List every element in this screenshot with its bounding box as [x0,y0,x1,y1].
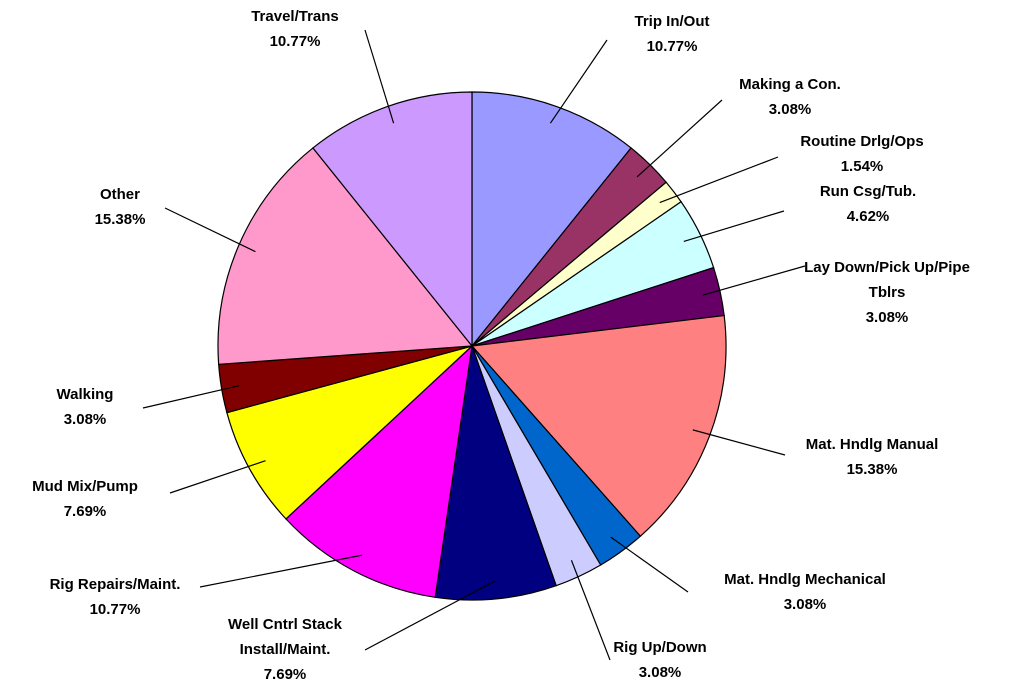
slice-value-label: 4.62% [847,208,890,225]
leader-line [702,265,806,296]
slice-value-label: 10.77% [270,33,321,50]
pie-slice [471,91,632,348]
slice-label: Lay Down/Pick Up/Pipe Tblrs [804,259,970,301]
slice-value-label: 3.08% [769,101,812,118]
slice-label: Run Csg/Tub. [820,183,916,200]
leader-line [364,580,495,651]
pie-slice [470,314,727,538]
slice-label: Other [100,186,140,203]
leader-line [164,207,256,253]
leader-line [683,210,785,242]
leader-line [570,560,611,661]
slice-label: Mud Mix/Pump [32,478,138,495]
slice-value-label: 3.08% [784,596,827,613]
leader-line [659,156,779,204]
slice-value-label: 7.69% [64,503,107,520]
pie-slice [312,91,473,348]
slice-label: Trip In/Out [635,13,710,30]
leader-line [199,554,363,588]
slice-label: Mat. Hndlg Manual [806,436,939,453]
pie-slice [217,147,474,365]
leader-line [549,39,608,124]
leader-line [692,429,786,456]
leader-line [610,536,689,593]
slice-label: Well Cntrl Stack Install/Maint. [228,616,343,658]
pie-slice [226,345,473,520]
slice-label: Walking [57,386,114,403]
slice-label: Making a Con. [739,76,841,93]
slice-label: Rig Repairs/Maint. [50,576,181,593]
slice-label: Rig Up/Down [613,639,706,656]
slice-label: Mat. Hndlg Mechanical [724,571,886,588]
pie-slice [285,344,473,598]
slice-value-label: 1.54% [841,158,884,175]
slice-label: Routine Drlg/Ops [800,133,923,150]
slice-value-label: 10.77% [647,38,698,55]
leader-line [364,29,395,124]
leader-line [169,460,266,494]
slice-label: Travel/Trans [251,8,339,25]
leader-line [142,385,240,409]
pie-slice [434,345,557,601]
slice-value-label: 3.08% [64,411,107,428]
slice-value-label: 3.08% [866,309,909,326]
slice-value-label: 10.77% [90,601,141,618]
slice-value-label: 3.08% [639,664,682,681]
leader-line [636,99,723,178]
slice-value-label: 15.38% [847,461,898,478]
slice-value-label: 7.69% [264,666,307,683]
slice-value-label: 15.38% [95,211,146,228]
